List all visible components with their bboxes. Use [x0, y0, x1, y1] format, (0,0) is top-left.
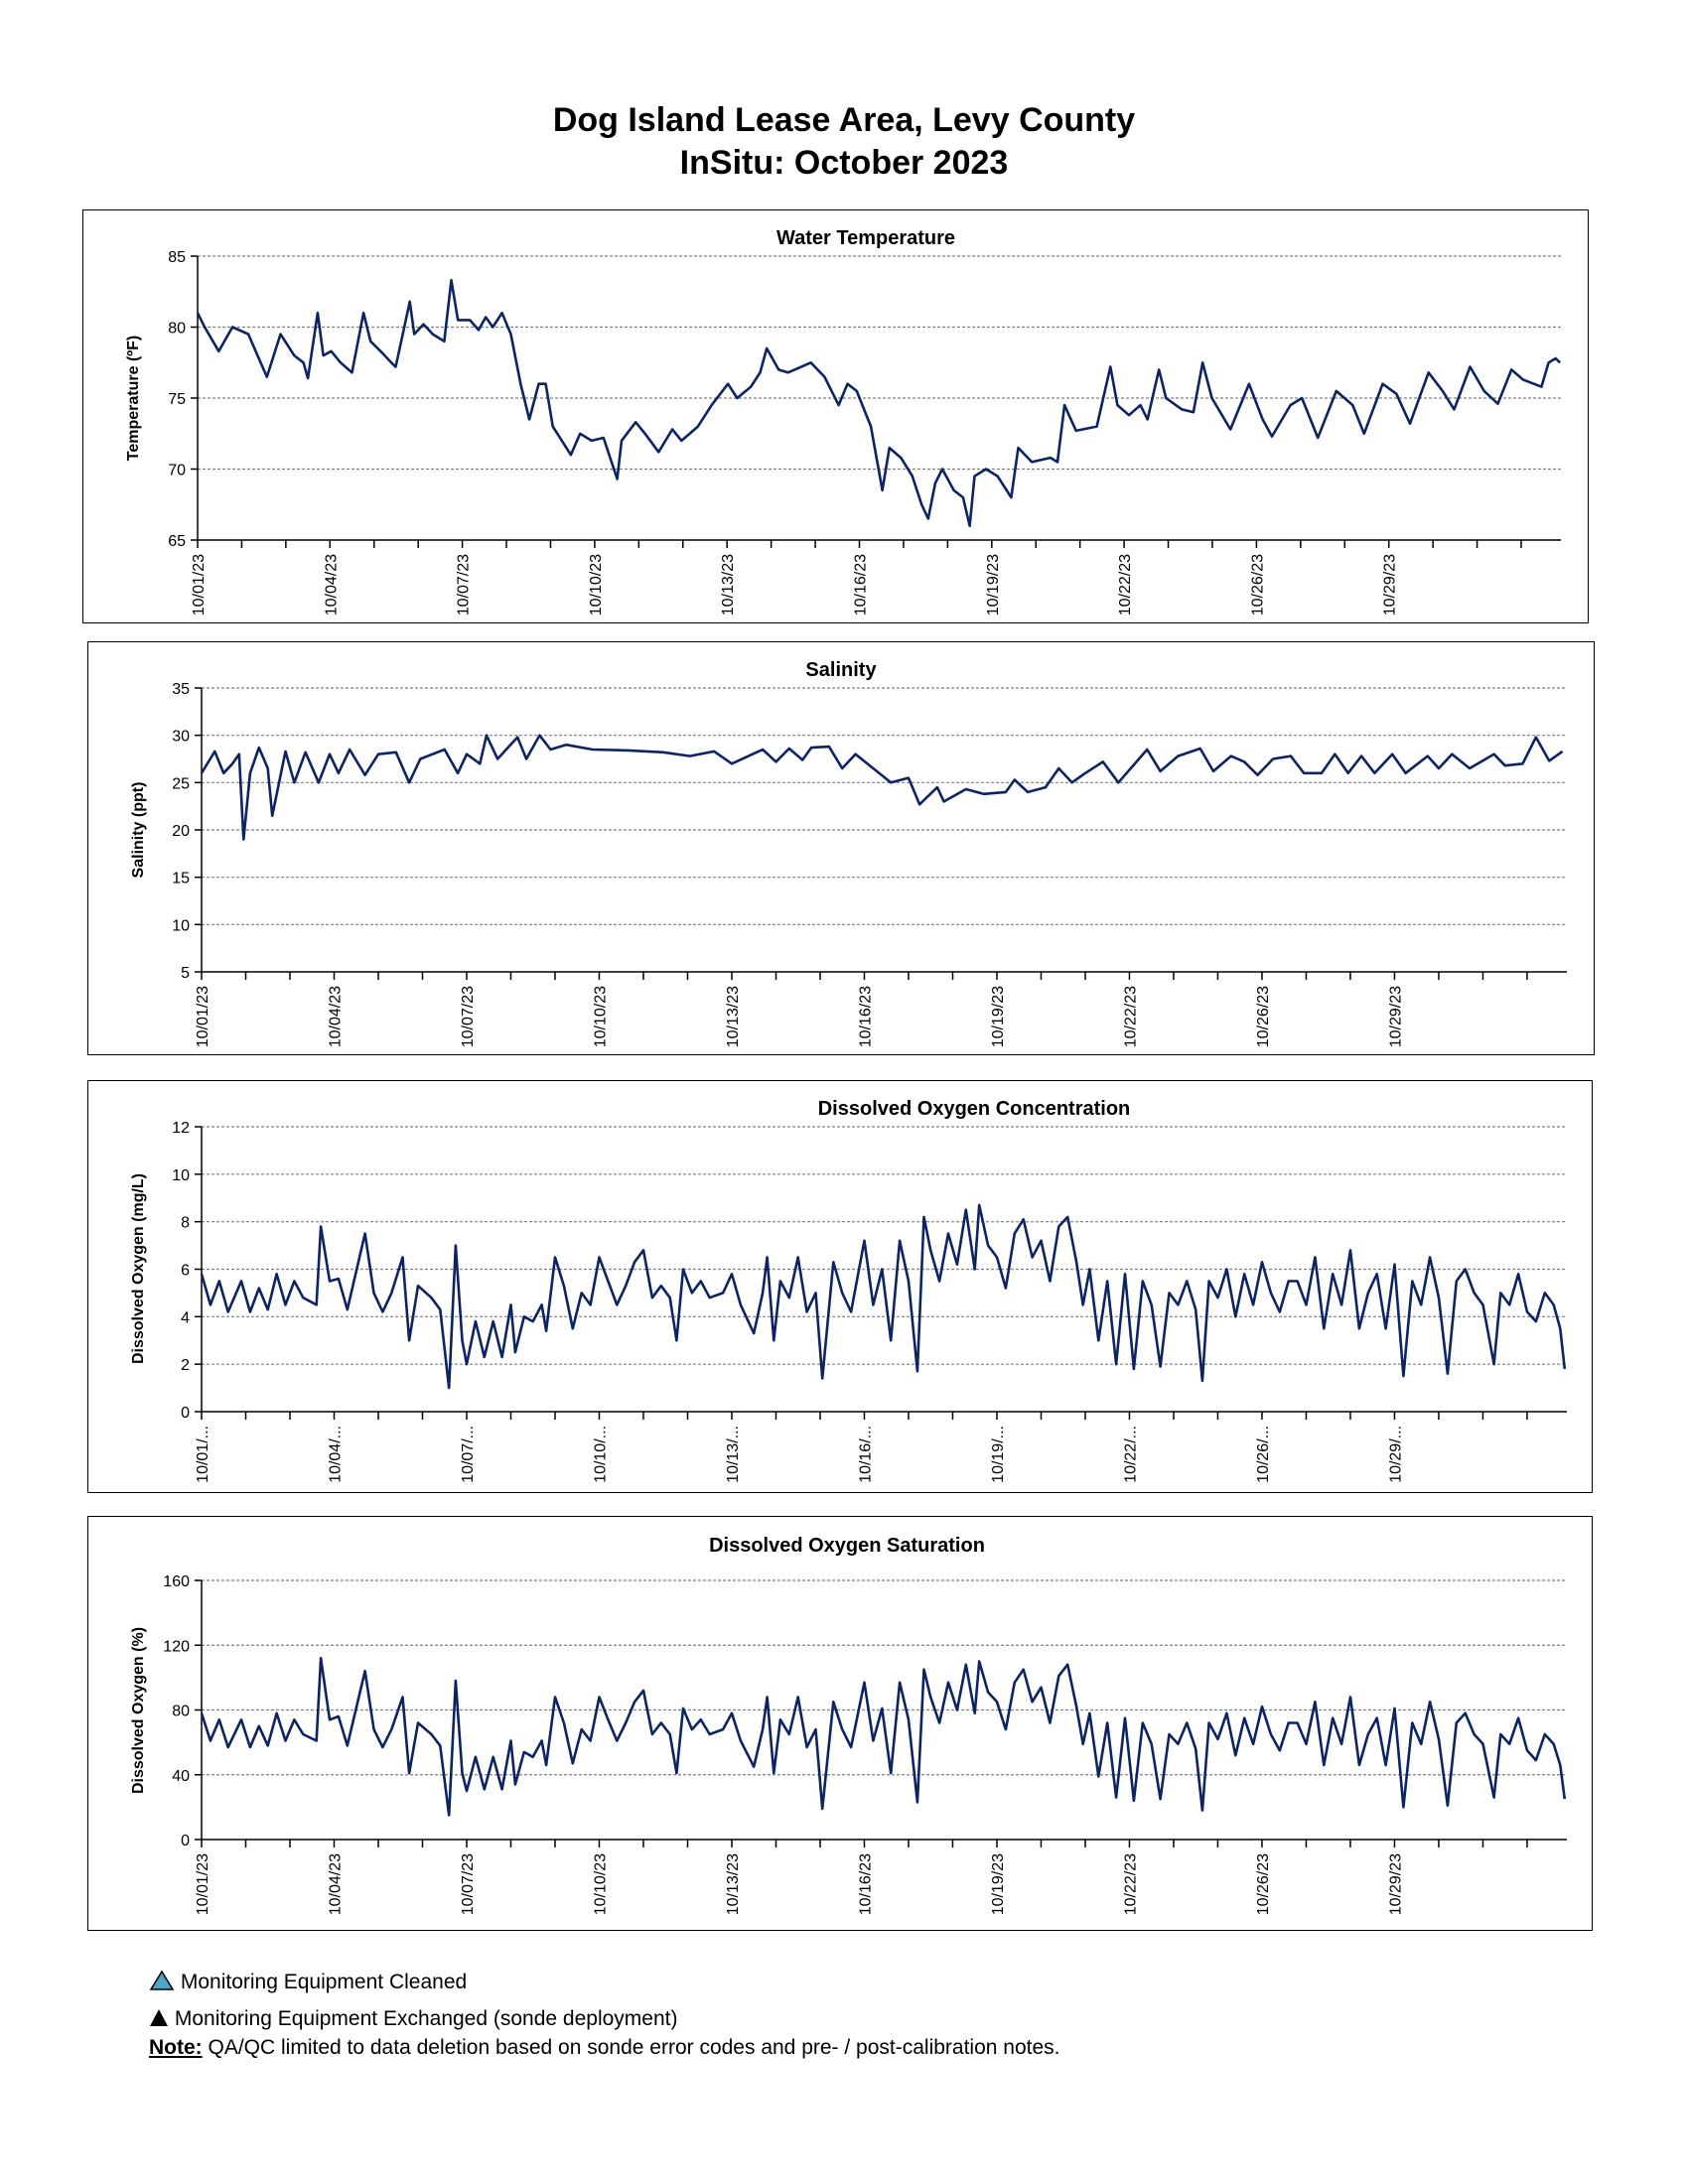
- chart-frame-salinity: [87, 641, 1595, 1055]
- chart-frame-do-concentration: [87, 1080, 1593, 1493]
- legend-cleaned-label: Monitoring Equipment Cleaned: [180, 1971, 468, 1993]
- y-tick-label: 40: [172, 1768, 190, 1785]
- x-tick-label: 10/10/23: [592, 1853, 609, 1915]
- x-tick-label: 10/13/23: [725, 986, 742, 1047]
- x-tick-label: 10/13/23: [725, 1853, 742, 1915]
- qa-note: Note: QA/QC limited to data deletion bas…: [149, 2036, 1060, 2060]
- cleaned-triangle-icon: [149, 1970, 175, 1990]
- y-tick-label: 8: [181, 1215, 190, 1232]
- y-tick-label: 5: [181, 965, 190, 982]
- x-tick-label: 10/26/23: [1249, 554, 1266, 615]
- x-tick-label: 10/01/23: [195, 986, 211, 1047]
- x-tick-label: 10/29/23: [1382, 554, 1399, 615]
- y-tick-label: 0: [181, 1405, 190, 1422]
- x-tick-label: 10/04/23: [327, 1853, 344, 1915]
- x-tick-label: 10/04/23: [327, 986, 344, 1047]
- chart-frame-do-saturation: [87, 1516, 1593, 1931]
- x-tick-label: 10/16/23: [857, 1853, 874, 1915]
- series-line-do-saturation: [200, 1657, 1567, 1817]
- x-tick-label: 10/16/23: [857, 986, 874, 1047]
- y-tick-label: 6: [181, 1263, 190, 1280]
- x-tick-label: 10/01/23: [191, 554, 208, 615]
- x-tick-label: 10/10/23: [588, 554, 605, 615]
- y-tick-label: 80: [172, 1704, 190, 1720]
- y-tick-label: 80: [168, 321, 186, 338]
- y-tick-label: 15: [172, 871, 190, 887]
- x-tick-label: 10/07/23: [460, 1853, 477, 1915]
- y-tick-label: 75: [168, 391, 186, 408]
- y-tick-label: 0: [181, 1833, 190, 1849]
- x-tick-label: 10/29/...: [1387, 1426, 1404, 1483]
- x-tick-label: 10/04/23: [323, 554, 340, 615]
- x-tick-label: 10/19/23: [990, 1853, 1007, 1915]
- chart-do-saturation: 0 40 80 120 160 10/01/23 10/04/23 10/07/23 10/10…: [163, 1573, 1567, 1915]
- note-text: QA/QC limited to data deletion based on …: [202, 2036, 1060, 2059]
- y-tick-label: 85: [168, 249, 186, 266]
- y-tick-label: 120: [163, 1638, 190, 1655]
- x-tick-label: 10/22/23: [1122, 1853, 1139, 1915]
- chart-temperature: 65 70 75 80 85 10/01/23 10/04/23 10/07/23 10/10/…: [168, 249, 1562, 615]
- x-tick-label: 10/01/23: [195, 1853, 211, 1915]
- x-tick-label: 10/29/23: [1387, 1853, 1404, 1915]
- x-tick-label: 10/29/23: [1387, 986, 1404, 1047]
- chart-title-do-concentration: Dissolved Oxygen Concentration: [817, 1098, 1131, 1120]
- page-title-line2: InSitu: October 2023: [679, 144, 1009, 182]
- x-tick-label: 10/10/...: [592, 1426, 609, 1483]
- exchanged-triangle-icon: [150, 2009, 168, 2026]
- y-tick-label: 12: [172, 1120, 190, 1137]
- series-line-do-concentration: [200, 1203, 1567, 1390]
- chart-title-salinity: Salinity: [805, 659, 877, 681]
- y-tick-label: 2: [181, 1357, 190, 1374]
- chart-salinity: 5 10 15 20 25 30 35 10/01/23 10/04/23 10/07/23 10/…: [172, 681, 1567, 1047]
- y-tick-label: 70: [168, 463, 186, 479]
- x-tick-label: 10/22/23: [1122, 986, 1139, 1047]
- y-tick-label: 4: [181, 1309, 190, 1326]
- x-tick-label: 10/07/23: [456, 554, 473, 615]
- chart-frame-water-temperature: [82, 209, 1589, 623]
- x-tick-label: 10/16/...: [857, 1426, 874, 1483]
- y-tick-label: 25: [172, 775, 190, 792]
- series-line-temperature: [196, 279, 1562, 527]
- x-tick-label: 10/19/23: [985, 554, 1002, 615]
- x-tick-label: 10/19/23: [990, 986, 1007, 1047]
- chart-do-concentration: 0 2 4 6 8 10 12 10/01/... 10/04/... 10/07/... 10/1…: [172, 1120, 1567, 1483]
- y-tick-label: 35: [172, 681, 190, 698]
- x-tick-label: 10/10/23: [592, 986, 609, 1047]
- legend-exchanged-label: Monitoring Equipment Exchanged (sonde de…: [174, 2007, 678, 2030]
- x-tick-label: 10/19/...: [990, 1426, 1007, 1483]
- x-tick-label: 10/22/...: [1122, 1426, 1139, 1483]
- x-tick-label: 10/26/23: [1255, 1853, 1272, 1915]
- x-tick-label: 10/01/...: [195, 1426, 211, 1483]
- x-tick-label: 10/07/23: [460, 986, 477, 1047]
- note-label: Note:: [149, 2036, 203, 2059]
- y-tick-label: 65: [168, 533, 186, 550]
- page-title-line1: Dog Island Lease Area, Levy County: [552, 101, 1136, 139]
- y-tick-label: 160: [163, 1573, 190, 1590]
- x-tick-label: 10/16/23: [853, 554, 870, 615]
- chart-title-water-temperature: Water Temperature: [775, 227, 956, 249]
- x-tick-label: 10/13/23: [720, 554, 737, 615]
- x-tick-label: 10/26/...: [1255, 1426, 1272, 1483]
- y-tick-label: 10: [172, 917, 190, 934]
- x-tick-label: 10/07/...: [460, 1426, 477, 1483]
- x-tick-label: 10/04/...: [327, 1426, 344, 1483]
- legend-cleaned: Monitoring Equipment Cleaned: [149, 1970, 467, 1994]
- x-tick-label: 10/13/...: [725, 1426, 742, 1483]
- chart-title-do-saturation: Dissolved Oxygen Saturation: [709, 1535, 985, 1557]
- y-tick-label: 10: [172, 1167, 190, 1184]
- x-tick-label: 10/22/23: [1117, 554, 1134, 615]
- series-line-salinity: [200, 734, 1564, 841]
- y-tick-label: 30: [172, 729, 190, 746]
- x-tick-label: 10/26/23: [1255, 986, 1272, 1047]
- y-tick-label: 20: [172, 823, 190, 840]
- legend-exchanged: Monitoring Equipment Exchanged (sonde de…: [149, 2007, 677, 2031]
